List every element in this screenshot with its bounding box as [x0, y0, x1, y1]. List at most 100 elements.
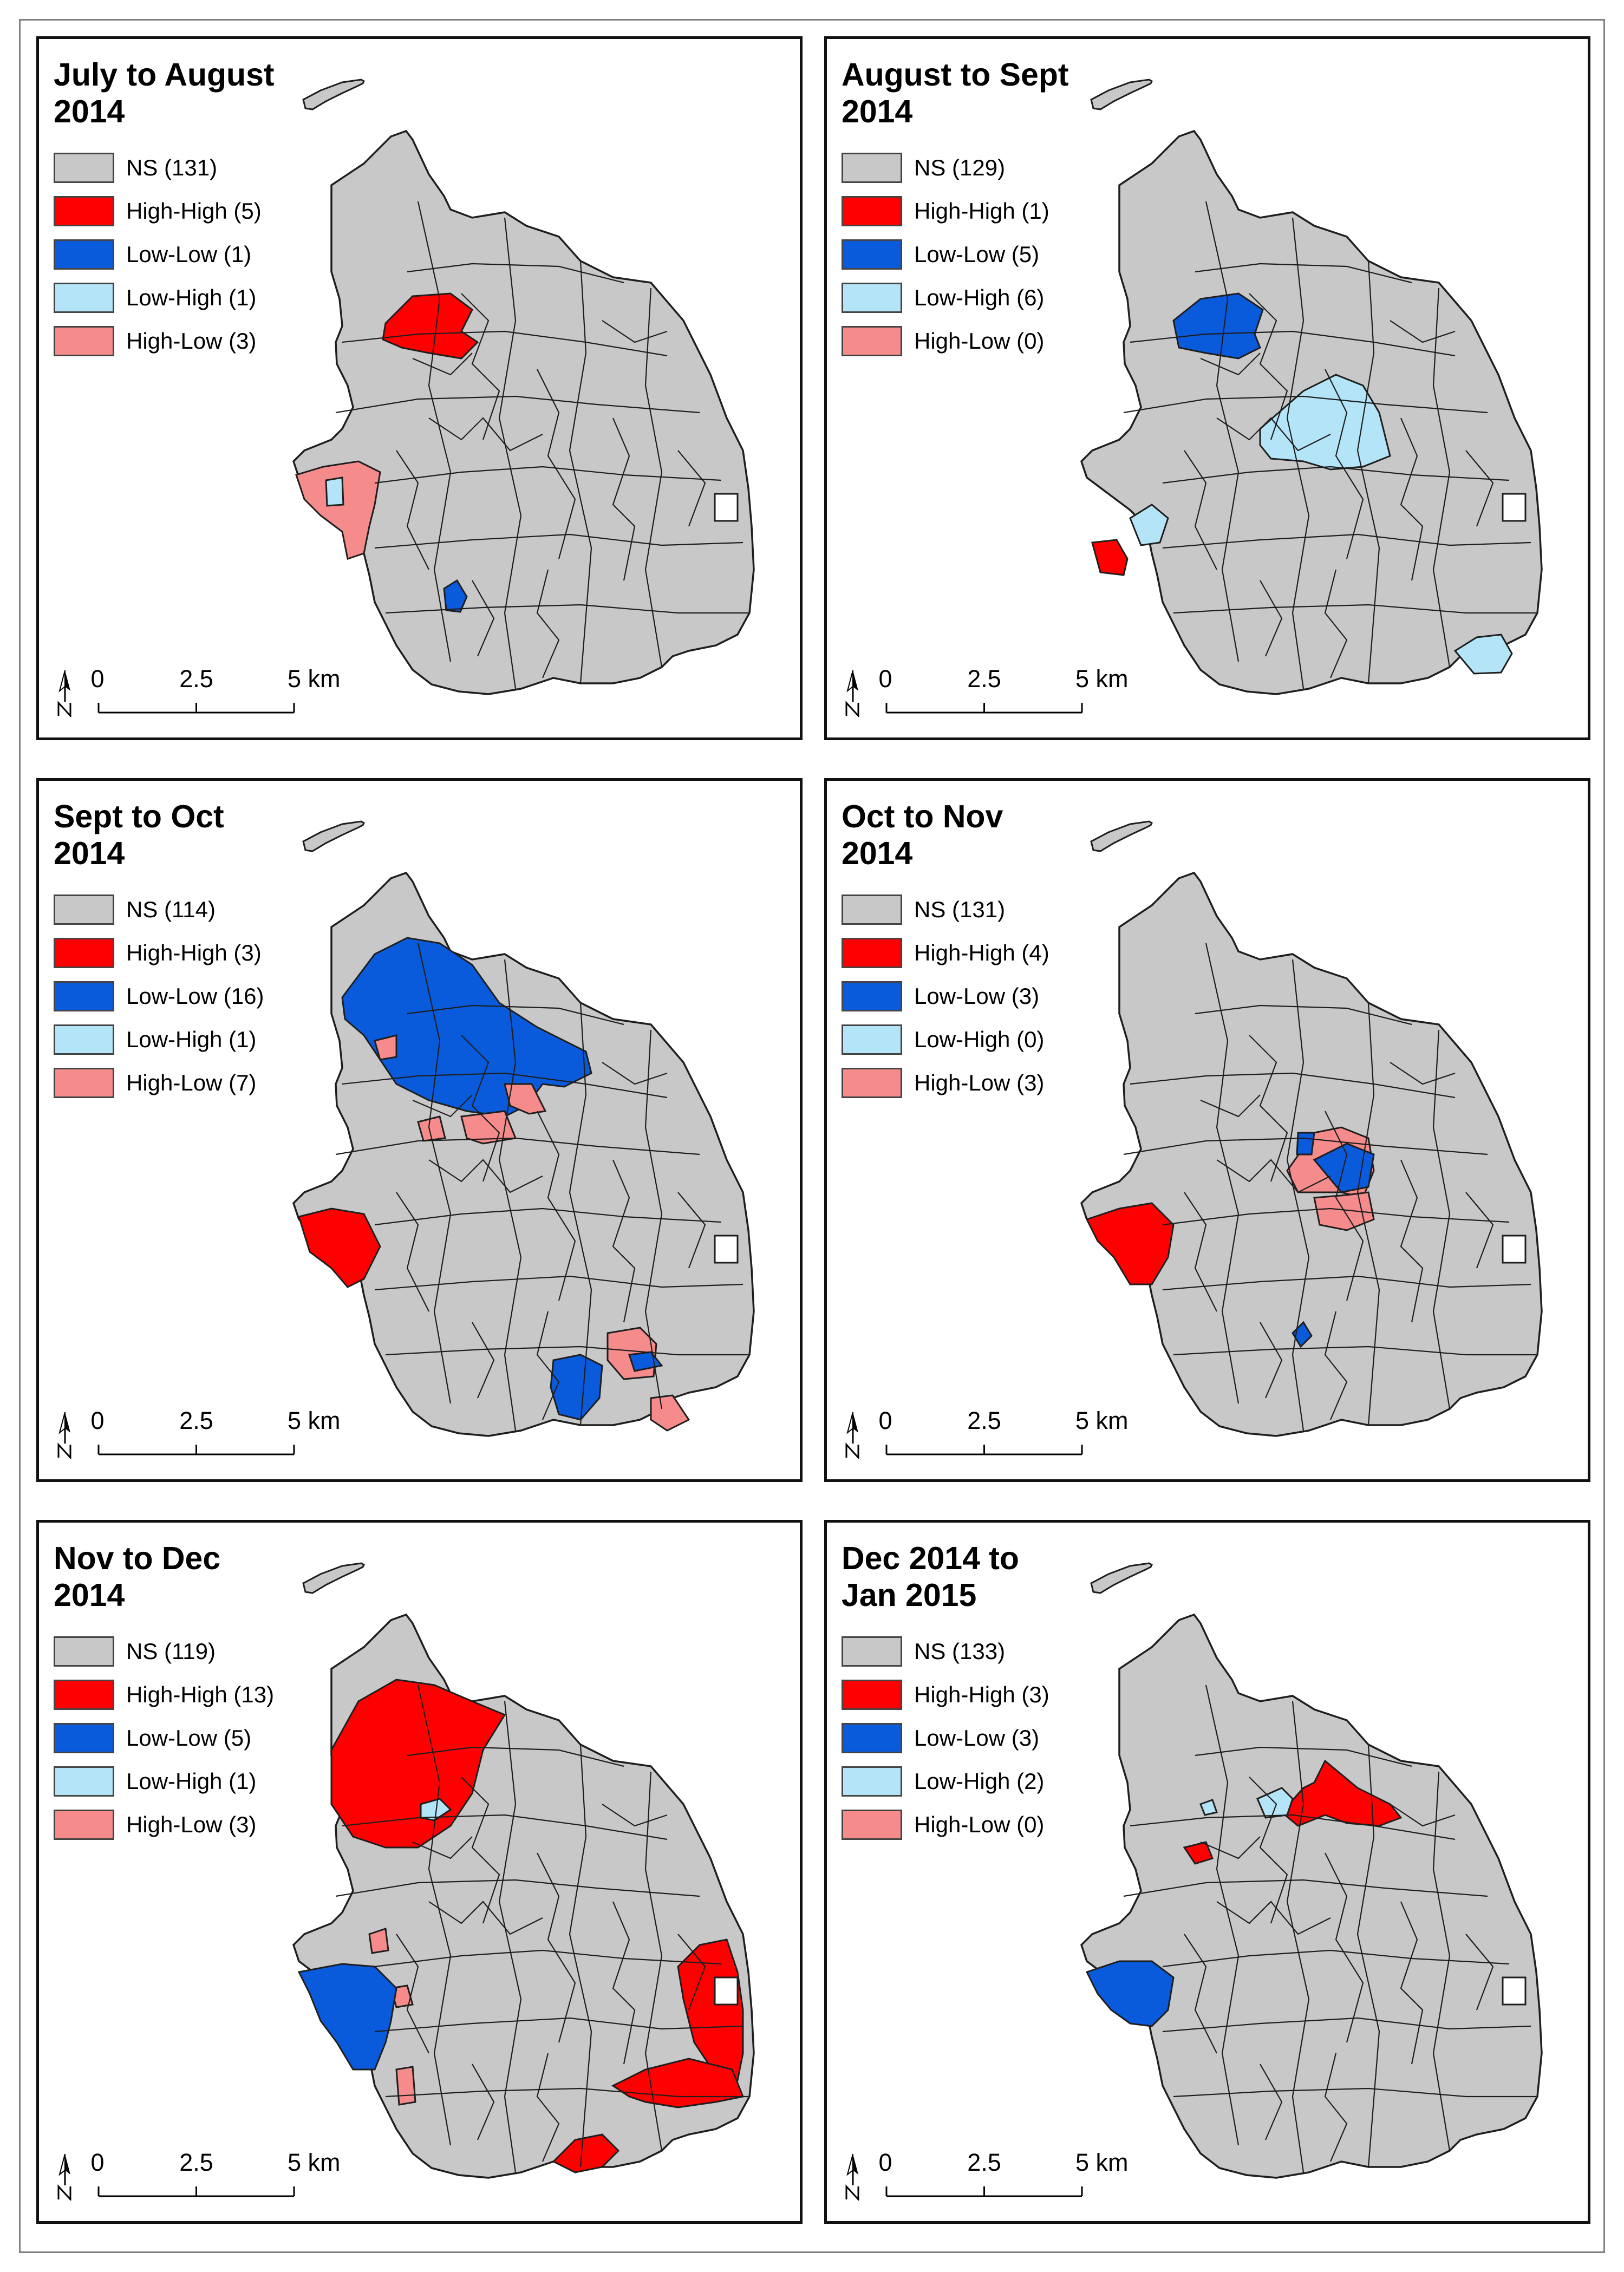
- cluster-area-high-low: [650, 1394, 690, 1432]
- ward-boundary: [428, 417, 543, 452]
- peninsula-area: [302, 820, 365, 852]
- ward-boundary: [1195, 1746, 1412, 1767]
- peninsula-area: [302, 79, 365, 110]
- legend-item: NS (114): [54, 888, 264, 931]
- legend-item: NS (131): [842, 888, 1049, 931]
- legend: NS (129) High-High (1) Low-Low (5) Low-High…: [842, 146, 1049, 363]
- legend-label: High-High (4): [914, 940, 1049, 965]
- legend-swatch: [54, 1024, 114, 1055]
- ward-boundary: [1465, 1192, 1494, 1269]
- legend-item: Low-Low (16): [54, 975, 264, 1018]
- north-arrow-icon: [845, 1412, 859, 1459]
- ward-boundary: [335, 1137, 700, 1155]
- cluster-area-low-high: [1453, 634, 1513, 675]
- ward-boundary: [536, 2053, 560, 2162]
- cluster-area-high-high: [1280, 1759, 1403, 1827]
- legend-item: Low-Low (1): [54, 233, 262, 276]
- scale-tick-label: 0: [878, 665, 892, 693]
- cluster-area-low-low: [1085, 1960, 1175, 2027]
- legend-swatch: [54, 1723, 114, 1753]
- ward-boundary: [1184, 1934, 1217, 2054]
- map-panel-5: Nov to Dec 2014 NS (119) High-High (13) Low-…: [36, 1520, 803, 2224]
- legend-item: Low-Low (3): [842, 1716, 1049, 1760]
- ward-boundary: [612, 417, 636, 581]
- legend-label: Low-Low (1): [126, 241, 252, 267]
- cluster-area-high-low: [368, 1927, 389, 1954]
- ward-boundary: [374, 1275, 743, 1291]
- ward-boundary: [461, 293, 500, 440]
- legend-swatch: [54, 895, 114, 925]
- scale-bar: 0 2.5 5 km: [878, 2149, 1129, 2203]
- ward-boundary: [677, 1192, 706, 1269]
- ward-boundary: [374, 1207, 722, 1226]
- ward-boundary: [1216, 1159, 1331, 1193]
- ward-boundary: [1205, 943, 1240, 1404]
- ward-boundary: [1286, 1701, 1310, 2173]
- choropleth-map: [292, 1562, 755, 2179]
- ward-boundary: [472, 1322, 495, 1399]
- legend-swatch: [842, 1810, 902, 1840]
- scale-tick-label: 5 km: [1075, 665, 1129, 693]
- blank-area: [714, 1976, 739, 2006]
- legend-item: Low-High (2): [842, 1760, 1049, 1803]
- legend-item: NS (133): [842, 1630, 1049, 1673]
- ward-boundary: [1400, 417, 1424, 581]
- panel-title-line: 2014: [54, 1577, 125, 1613]
- legend-label: Low-Low (3): [914, 983, 1040, 1009]
- ward-boundary: [1324, 1311, 1348, 1420]
- legend-item: High-Low (3): [842, 1061, 1049, 1105]
- ward-boundary: [1205, 1685, 1240, 2146]
- panel-title: Sept to Oct 2014: [54, 798, 224, 872]
- legend-item: High-Low (7): [54, 1061, 264, 1105]
- legend-label: Low-High (1): [126, 1027, 257, 1052]
- ward-boundary: [461, 1777, 500, 1924]
- legend-swatch: [842, 239, 902, 270]
- ward-boundary: [1324, 569, 1348, 678]
- ward-boundary: [1184, 450, 1217, 570]
- ward-boundary: [472, 580, 495, 657]
- cluster-area-high-high: [382, 292, 479, 360]
- legend-label: Low-High (1): [126, 285, 257, 310]
- cluster-area-low-high: [325, 476, 344, 507]
- cluster-area-low-high: [1199, 1799, 1218, 1816]
- cluster-area-low-low: [1313, 1142, 1375, 1193]
- scale-bar-line: [97, 1445, 295, 1455]
- ward-boundary: [1324, 2053, 1348, 2162]
- ward-boundary: [1465, 1934, 1494, 2010]
- scale-tick-label: 0: [878, 1407, 892, 1434]
- legend-swatch: [54, 938, 114, 968]
- choropleth-map: [1080, 820, 1543, 1437]
- legend-item: Low-Low (5): [842, 233, 1049, 276]
- ward-boundary: [1325, 1111, 1364, 1301]
- cluster-area-high-low: [395, 2066, 416, 2106]
- scale-tick-label: 0: [878, 2149, 892, 2176]
- legend-swatch: [842, 1068, 902, 1098]
- ward-boundary: [1162, 1949, 1510, 1968]
- scale-bar: 0 2.5 5 km: [878, 665, 1129, 719]
- ward-boundary: [1184, 1192, 1217, 1312]
- blank-area: [714, 1235, 739, 1264]
- legend-label: Low-Low (5): [914, 241, 1040, 267]
- legend-item: High-Low (3): [54, 319, 262, 363]
- scale-tick-label: 2.5: [967, 1407, 1001, 1434]
- legend-item: High-High (3): [54, 931, 264, 975]
- legend-label: NS (133): [914, 1638, 1006, 1664]
- legend-label: Low-High (0): [914, 1027, 1045, 1052]
- legend-swatch: [842, 153, 902, 183]
- ward-boundary: [1400, 1901, 1424, 2065]
- ward-boundary: [644, 1771, 663, 2151]
- legend-label: NS (129): [914, 155, 1006, 180]
- ward-boundary: [1325, 1852, 1364, 2043]
- legend-swatch: [54, 283, 114, 313]
- legend-item: NS (131): [54, 146, 262, 190]
- legend-item: High-High (1): [842, 190, 1049, 233]
- cluster-area-low-high: [1129, 504, 1169, 546]
- ward-boundary: [412, 352, 473, 376]
- legend-label: Low-High (6): [914, 285, 1045, 310]
- ward-boundary: [1465, 450, 1494, 527]
- legend-item: Low-High (1): [54, 276, 262, 319]
- legend-label: High-High (1): [914, 198, 1049, 224]
- choropleth-map: [292, 79, 755, 695]
- peninsula-area: [1090, 1562, 1153, 1594]
- scale-tick-label: 5 km: [288, 1407, 341, 1434]
